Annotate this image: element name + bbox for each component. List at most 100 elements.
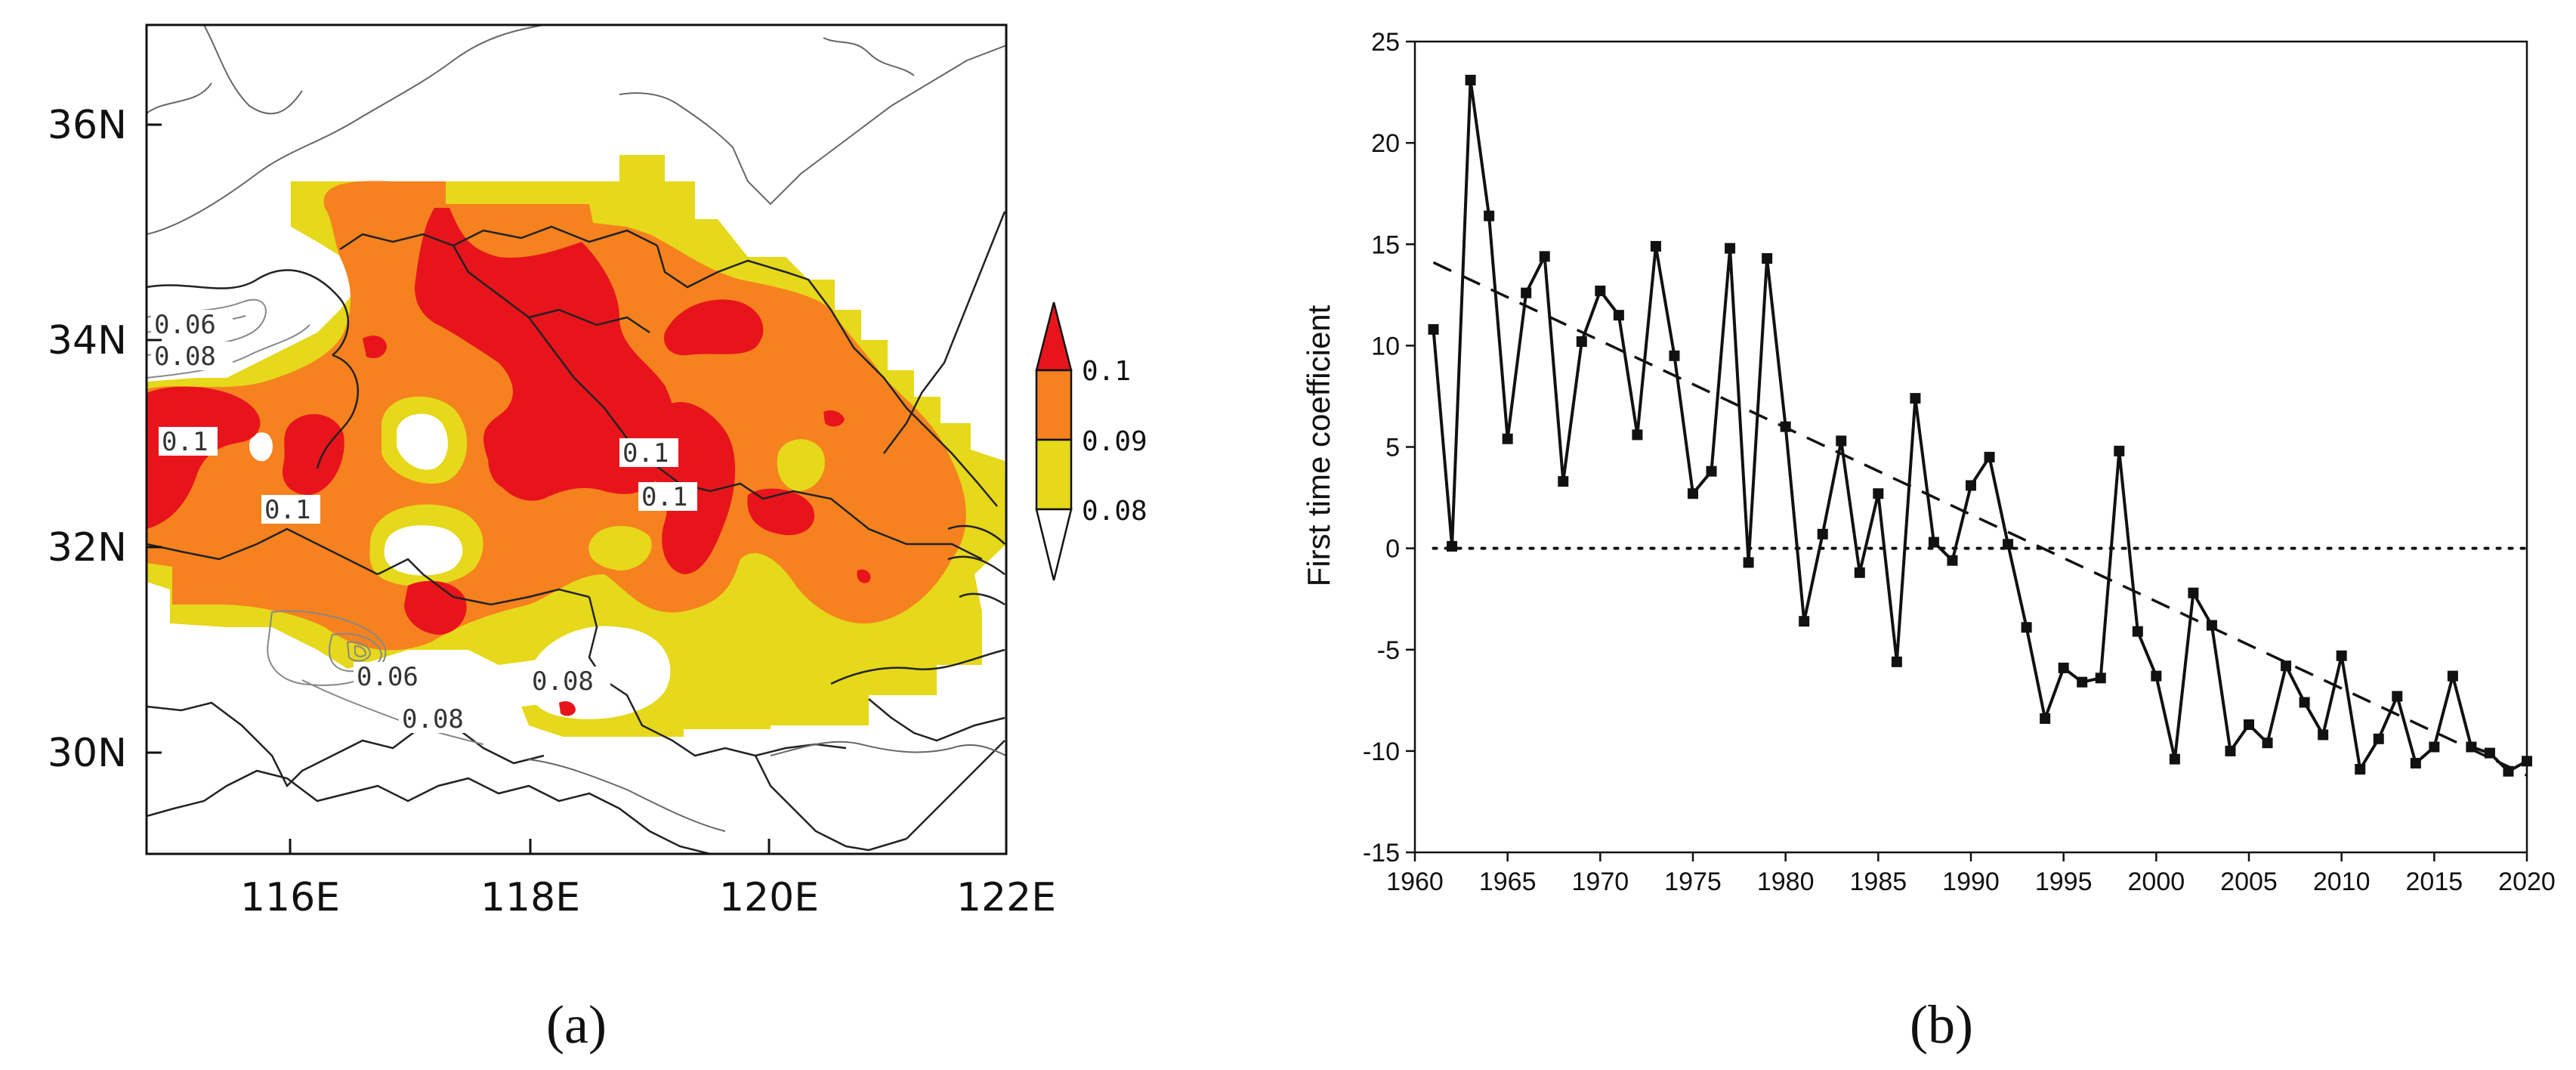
svg-text:0.1: 0.1 <box>264 495 310 525</box>
contour-label-5: 0.1 <box>619 438 678 469</box>
data-point <box>1576 336 1587 348</box>
contour-label-1: 0.06 <box>151 310 233 340</box>
data-point <box>1743 557 1754 568</box>
svg-text:0.1: 0.1 <box>162 427 208 457</box>
data-point <box>1780 421 1791 432</box>
data-point <box>1595 285 1606 296</box>
data-point <box>1947 555 1958 566</box>
data-point <box>1632 429 1643 441</box>
data-point <box>2058 662 2069 673</box>
data-point <box>1650 240 1661 252</box>
data-point <box>1539 251 1550 262</box>
trend-line <box>1432 261 2528 777</box>
y-tick-label: 15 <box>1371 230 1400 259</box>
svg-text:0.08: 0.08 <box>532 666 594 697</box>
coastline-rivers <box>147 25 1006 832</box>
data-point <box>1817 528 1828 540</box>
data-point <box>2003 539 2014 550</box>
svg-text:0.08: 0.08 <box>154 342 216 372</box>
x-tick-label: 2020 <box>2498 867 2556 896</box>
legend-label-0.09: 0.09 <box>1082 426 1147 457</box>
x-tick-label: 1980 <box>1757 867 1815 896</box>
data-point <box>2225 745 2236 756</box>
data-point <box>2040 713 2051 724</box>
series-line <box>1432 79 2528 773</box>
data-point <box>1799 616 1810 627</box>
x-tick-label: 1960 <box>1386 867 1444 896</box>
x-tick-label: 2010 <box>2313 867 2371 896</box>
map-xtick-122: 122E <box>956 875 1056 920</box>
x-tick-label: 1990 <box>1942 867 2000 896</box>
legend-label-0.08: 0.08 <box>1082 496 1147 527</box>
x-tick-label: 1995 <box>2035 867 2093 896</box>
y-axis-label: First time coefficient <box>1301 305 1336 586</box>
data-point <box>2151 670 2162 682</box>
map-ytick-34: 34N <box>48 318 127 363</box>
data-point <box>2484 747 2495 759</box>
y-tick-label: 5 <box>1385 434 1400 462</box>
data-point <box>1984 451 1995 462</box>
x-tick-label: 1975 <box>1664 867 1722 896</box>
data-point <box>2503 765 2514 777</box>
data-point <box>2373 733 2384 744</box>
map-frame <box>145 23 1008 855</box>
contour-label-9: 0.08 <box>529 666 610 697</box>
map-ytick-36: 36N <box>48 103 127 148</box>
map-ticks <box>147 123 1008 854</box>
colorbar-legend <box>1035 302 1073 581</box>
panel-a-map: 0.06 0.08 0.1 0.1 0.1 0.1 0.06 0.08 0.08… <box>48 23 1147 1055</box>
contour-label-3: 0.1 <box>159 427 218 457</box>
x-tick-label: 1985 <box>1850 867 1907 896</box>
data-point <box>1484 210 1495 221</box>
contour-label-8: 0.08 <box>399 704 480 734</box>
legend-label-0.1: 0.1 <box>1082 356 1131 387</box>
data-point <box>1688 488 1698 499</box>
data-point <box>2281 660 2292 672</box>
data-point <box>1428 323 1439 335</box>
y-tick-label: -10 <box>1363 738 1400 766</box>
data-point <box>2355 764 2366 775</box>
panel-b-chart: -15 -10 -5 0 5 10 15 20 25 1960 1965 1970 1975 1980 1… <box>1301 28 2556 1055</box>
data-point <box>2077 676 2088 688</box>
svg-text:0.1: 0.1 <box>641 482 687 512</box>
x-tick-label: 2000 <box>2128 867 2185 896</box>
data-point <box>1465 74 1476 85</box>
data-point <box>1613 310 1624 321</box>
data-point <box>1854 567 1865 578</box>
svg-text:0.06: 0.06 <box>357 662 419 692</box>
data-point <box>1910 393 1921 404</box>
x-tick-label: 2015 <box>2406 867 2463 896</box>
x-tick-label: 2005 <box>2220 867 2278 896</box>
data-point <box>1762 253 1773 264</box>
data-point <box>2021 622 2032 633</box>
data-point <box>2336 650 2347 661</box>
data-point <box>1873 488 1884 499</box>
data-point <box>2522 756 2532 767</box>
data-point <box>1502 433 1513 444</box>
data-point <box>2188 587 2199 598</box>
data-point <box>1669 350 1680 361</box>
data-point <box>2114 445 2125 456</box>
y-tick-label: 0 <box>1385 535 1400 564</box>
data-point <box>1521 287 1532 298</box>
y-tick-label: 10 <box>1371 332 1400 360</box>
data-point <box>1966 480 1976 491</box>
map-ytick-32: 32N <box>48 525 127 571</box>
contour-label-2: 0.08 <box>151 342 233 372</box>
y-tick-label: -15 <box>1363 839 1400 867</box>
province-boundaries <box>147 211 1006 854</box>
x-tick-label: 1970 <box>1572 867 1629 896</box>
data-point <box>2410 757 2421 768</box>
map-xtick-120: 120E <box>719 875 819 920</box>
data-point <box>2392 691 2403 702</box>
data-point <box>2318 729 2329 741</box>
map-ytick-30: 30N <box>48 731 127 776</box>
data-point <box>2262 738 2273 749</box>
contour-label-7: 0.06 <box>354 662 435 692</box>
map-xtick-116: 116E <box>240 875 340 920</box>
y-tick-label: 20 <box>1371 129 1400 158</box>
data-point <box>2206 620 2217 631</box>
data-point <box>2447 670 2458 682</box>
data-point <box>1447 540 1458 552</box>
